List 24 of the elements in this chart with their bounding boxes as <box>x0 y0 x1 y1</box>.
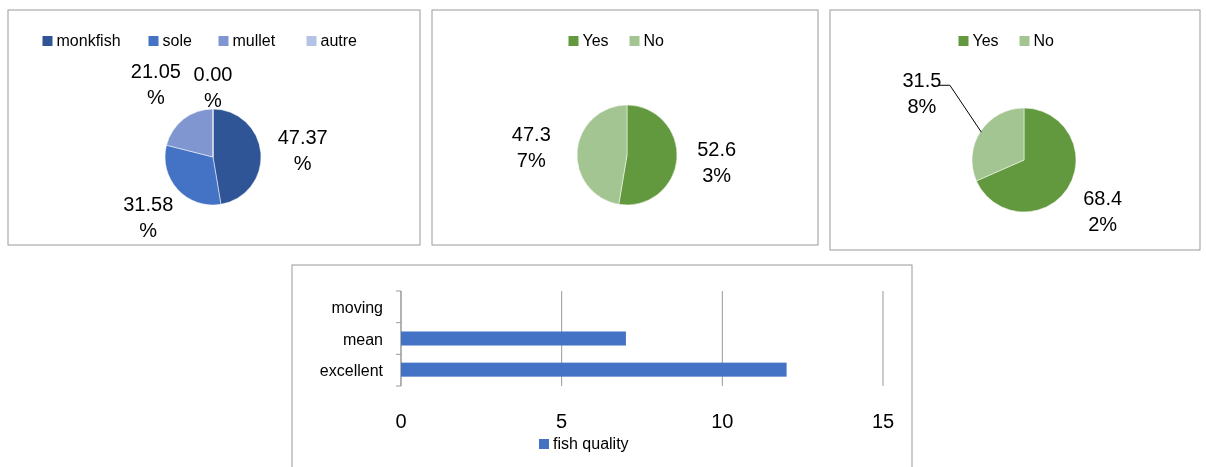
y-tick-label: excellent <box>319 361 384 379</box>
y-tick-label: moving <box>331 299 383 317</box>
x-tick-label: 0 <box>395 410 407 432</box>
x-tick-label: 15 <box>871 410 895 432</box>
data-label: 52.63% <box>697 138 737 187</box>
data-label: 21.05 % <box>130 59 181 108</box>
data-label: 68.42% <box>1083 187 1123 236</box>
legend-label: Yes <box>972 32 999 49</box>
data-label: 31.58 % <box>123 192 174 241</box>
data-label: 47.37 % <box>277 125 328 174</box>
data-label: 31.58% <box>902 69 942 118</box>
legend-label: Yes <box>582 32 609 49</box>
x-tick-label: 5 <box>556 410 568 432</box>
legend-label: fish quality <box>553 435 629 452</box>
y-tick-label: mean <box>342 330 383 348</box>
legend-label: monkfish <box>56 32 121 49</box>
legend-label: mullet <box>232 32 276 49</box>
x-tick-label: 10 <box>711 410 734 432</box>
legend-label: autre <box>320 32 358 49</box>
data-label: 47.37% <box>511 123 551 172</box>
legend-label: sole <box>162 32 192 49</box>
legend-label: No <box>1033 32 1055 49</box>
legend-label: No <box>643 32 665 49</box>
text: 0.00 % <box>193 63 233 111</box>
